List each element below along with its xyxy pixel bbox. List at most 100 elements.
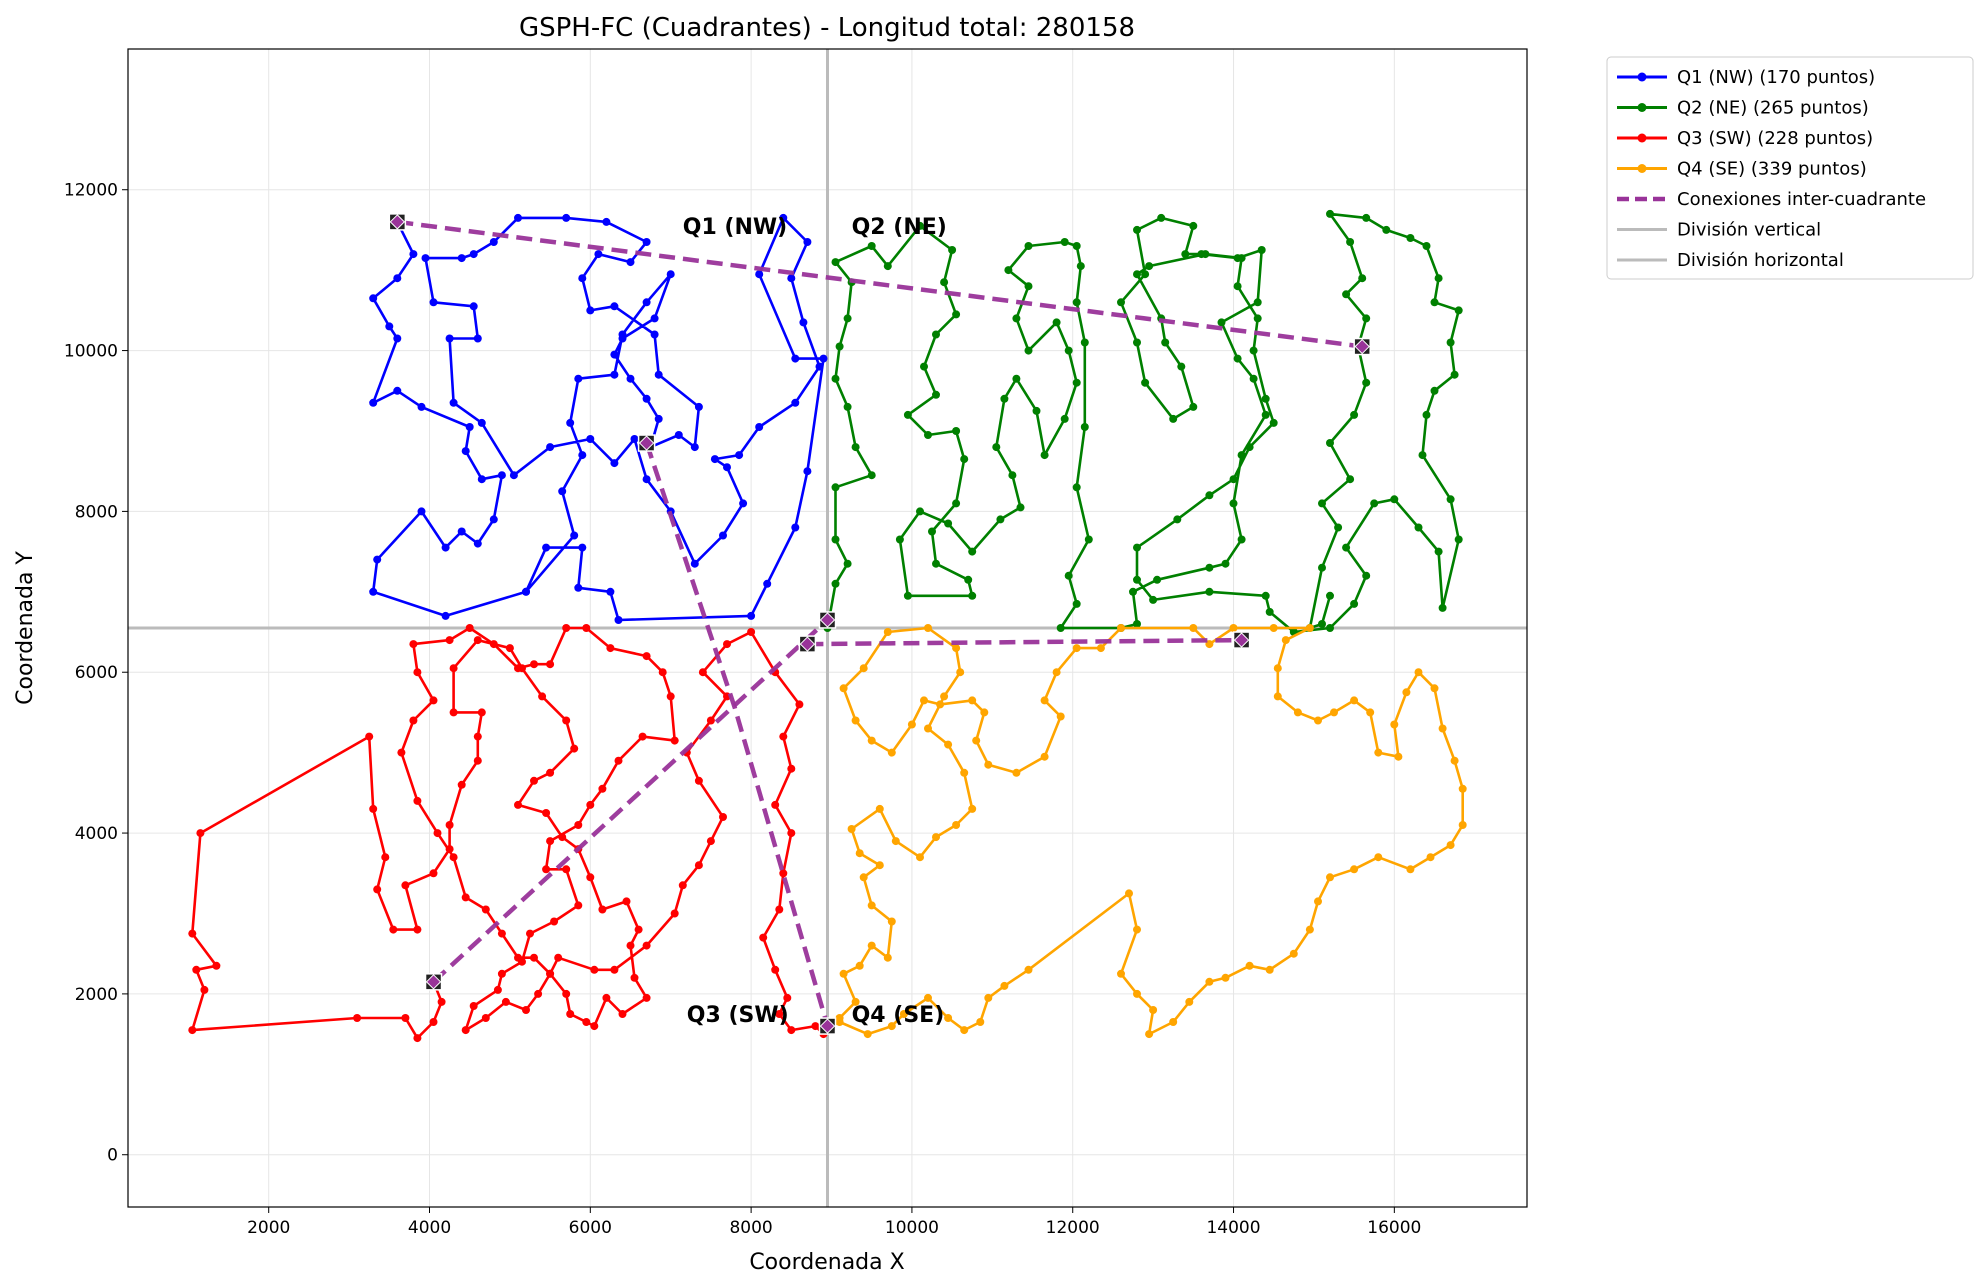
series-point-q4 — [859, 664, 868, 673]
series-point-q1 — [421, 254, 430, 263]
series-point-q4 — [916, 853, 924, 862]
series-point-q2 — [1342, 290, 1351, 299]
series-point-q1 — [578, 451, 587, 460]
series-point-q3 — [618, 1010, 627, 1018]
series-point-q2 — [1249, 374, 1258, 383]
series-point-q1 — [610, 459, 619, 468]
legend-marker — [1637, 103, 1647, 112]
series-point-q4 — [1024, 965, 1033, 974]
series-point-q4 — [1430, 684, 1439, 693]
series-point-q3 — [783, 993, 792, 1002]
series-point-q2 — [1064, 571, 1073, 580]
series-point-q3 — [582, 1018, 591, 1026]
series-point-q3 — [723, 640, 731, 649]
series-point-q3 — [381, 853, 390, 862]
series-point-q4 — [891, 837, 900, 846]
series-point-q4 — [1406, 865, 1415, 874]
series-point-q1 — [385, 322, 394, 331]
series-point-q1 — [441, 543, 450, 552]
series-point-q2 — [867, 471, 876, 480]
endpoint-diamond-marker — [799, 636, 816, 652]
series-point-q3 — [562, 716, 571, 725]
series-point-q4 — [960, 768, 969, 777]
series-point-q2 — [960, 455, 969, 464]
series-point-q3 — [445, 821, 454, 829]
series-point-q3 — [188, 1026, 197, 1035]
series-point-q1 — [723, 463, 731, 472]
series-point-q1 — [477, 475, 486, 484]
y-axis-label: Coordenada Y — [13, 551, 38, 705]
series-point-q4 — [851, 716, 860, 725]
series-point-q2 — [903, 410, 912, 419]
series-point-q1 — [779, 213, 788, 222]
series-point-q4 — [1245, 961, 1254, 970]
x-tick-label: 12000 — [1046, 1218, 1100, 1238]
series-point-q4 — [1273, 664, 1282, 673]
series-point-q3 — [642, 941, 651, 950]
series-point-q2 — [1454, 306, 1463, 315]
series-point-q2 — [1012, 374, 1021, 383]
series-point-q3 — [546, 660, 555, 669]
series-point-q1 — [558, 487, 567, 496]
series-point-q3 — [747, 628, 756, 636]
series-point-q4 — [1281, 636, 1290, 645]
endpoint-diamond-marker — [389, 214, 406, 230]
series-point-q1 — [755, 270, 764, 279]
series-point-q2 — [1008, 471, 1017, 480]
series-point-q1 — [461, 447, 470, 456]
series-point-q2 — [1205, 563, 1214, 572]
series-point-q4 — [835, 1018, 844, 1026]
series-point-q3 — [795, 700, 804, 709]
series-point-q2 — [916, 507, 924, 516]
series-point-q4 — [1169, 1018, 1178, 1026]
series-point-q1 — [469, 302, 478, 311]
series-point-q3 — [598, 784, 607, 793]
series-point-q1 — [570, 531, 579, 540]
series-point-q3 — [413, 668, 422, 677]
series-point-q4 — [932, 833, 940, 842]
connection-line — [397, 219, 1363, 349]
connection-line — [431, 618, 830, 984]
series-point-q1 — [429, 298, 438, 307]
series-point-q2 — [928, 527, 936, 536]
x-tick-label: 6000 — [569, 1218, 612, 1238]
series-point-q3 — [530, 953, 538, 962]
series-point-q3 — [614, 756, 623, 765]
series-point-q3 — [582, 624, 591, 632]
series-point-q2 — [1265, 607, 1274, 616]
series-point-q3 — [461, 893, 470, 902]
series-point-q1 — [755, 423, 764, 431]
series-point-q3 — [373, 885, 382, 894]
series-point-q3 — [787, 1026, 796, 1035]
series-point-q2 — [1414, 523, 1423, 532]
series-point-q2 — [843, 559, 852, 568]
series-point-q3 — [481, 1014, 490, 1022]
series-point-q2 — [1318, 563, 1326, 572]
series-point-q3 — [526, 929, 534, 938]
series-point-q2 — [1076, 262, 1085, 271]
series-point-q2 — [1157, 213, 1166, 222]
series-point-q3 — [678, 881, 687, 890]
series-point-q1 — [626, 374, 635, 383]
series-point-q2 — [1205, 587, 1214, 596]
series-point-q1 — [618, 334, 627, 343]
series-point-q2 — [831, 374, 840, 383]
y-axis-ticks: 0 2000 4000 6000 8000 10000 12000 — [64, 181, 128, 1166]
series-point-q2 — [1233, 354, 1242, 363]
series-point-q2 — [1430, 298, 1439, 307]
series-point-q3 — [694, 861, 703, 870]
series-point-q3 — [534, 989, 543, 998]
series-q2 — [823, 209, 1463, 636]
series-point-q3 — [598, 905, 607, 914]
series-point-q3 — [473, 636, 482, 645]
series-point-q4 — [855, 961, 864, 970]
series-point-q1 — [642, 238, 651, 246]
series-point-q1 — [626, 258, 635, 267]
series-point-q1 — [574, 583, 583, 592]
series-point-q4 — [875, 861, 884, 870]
series-point-q1 — [393, 274, 402, 283]
series-point-q2 — [1052, 318, 1061, 327]
series-point-q4 — [924, 624, 932, 632]
series-point-q4 — [984, 760, 993, 769]
series-point-q2 — [1229, 499, 1238, 508]
